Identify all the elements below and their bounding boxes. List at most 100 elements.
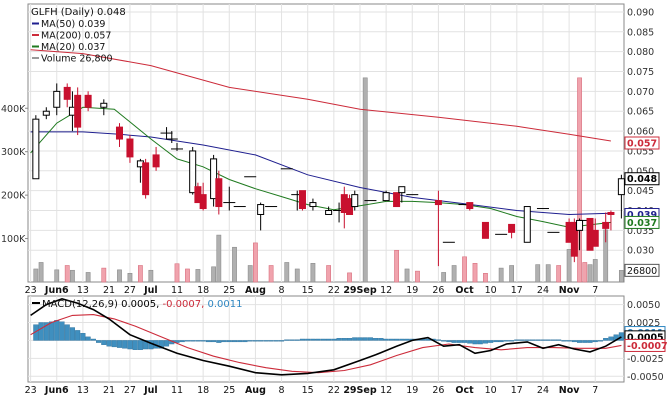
price-tick-label: 0.065 — [627, 107, 654, 118]
macd-x-tick-label: Oct — [455, 385, 474, 396]
volume-bar — [85, 272, 91, 283]
macd-histogram-bar — [116, 340, 123, 348]
volume-bar — [185, 268, 190, 283]
macd-histogram-bar — [111, 340, 117, 348]
macd-histogram-bar — [441, 340, 447, 342]
candle-body — [591, 229, 599, 247]
macd-histogram-bar — [472, 340, 478, 345]
volume-tick-label: 200K — [1, 191, 26, 202]
volume-value-tag — [624, 263, 660, 277]
macd-histogram-bar — [524, 339, 530, 341]
macd-line — [30, 298, 622, 376]
macd-histogram-bar — [493, 340, 499, 343]
macd-histogram-bar — [211, 340, 217, 343]
volume-bar — [415, 270, 420, 283]
macd-x-tick-label: Jun6 — [44, 385, 69, 396]
macd-histogram-bar — [195, 340, 201, 342]
macd-histogram-bar — [43, 322, 49, 341]
volume-bar — [117, 269, 122, 283]
volume-bar — [247, 265, 253, 283]
macd-histogram-bar — [247, 340, 253, 342]
macd-histogram-bar — [48, 321, 55, 341]
macd-histogram-bar — [310, 338, 316, 341]
macd-histogram-bar — [362, 337, 368, 341]
volume-bar — [54, 269, 60, 283]
macd-x-tick-label: 21 — [103, 385, 115, 396]
macd-histogram-bar — [289, 339, 295, 341]
candle-body — [126, 138, 134, 158]
macd-histogram-bar — [242, 340, 248, 343]
macd-histogram-bar — [566, 340, 572, 342]
price-value-tag — [624, 172, 660, 186]
volume-bar — [70, 269, 75, 283]
candle-body — [63, 86, 71, 100]
macd-histogram-bar — [64, 324, 70, 341]
macd-histogram-bar — [127, 340, 133, 350]
macd-legend-value: 0.0011 — [207, 299, 242, 310]
candle-body — [152, 154, 160, 168]
macd-histogram-bar — [174, 340, 180, 343]
volume-bar — [577, 77, 582, 283]
price-tick-label: 0.035 — [627, 226, 654, 237]
macd-x-tick-label: 15 — [302, 385, 314, 396]
candle-body — [602, 221, 610, 229]
macd-x-tick-label: 7 — [592, 385, 598, 396]
macd-histogram-bar — [96, 340, 102, 343]
volume-bar — [566, 249, 572, 283]
macd-x-tick-label: 10 — [485, 385, 497, 396]
candle-body — [215, 178, 223, 208]
macd-histogram-bar — [80, 333, 86, 341]
macd-histogram-bar — [556, 339, 562, 341]
macd-histogram-bar — [184, 340, 191, 342]
macd-x-tick-label: Aug — [245, 385, 266, 396]
candle-body — [398, 186, 406, 194]
volume-bar — [451, 265, 457, 283]
x-tick-label: 29Sep — [343, 285, 377, 296]
volume-tick-label: 300K — [1, 147, 26, 158]
volume-bar — [310, 263, 316, 283]
volume-tick-label: 400K — [1, 104, 26, 115]
x-tick-label: 13 — [77, 285, 89, 296]
candle-body — [115, 126, 123, 140]
price-panel-frame — [27, 3, 625, 283]
volume-bar — [483, 273, 488, 283]
macd-histogram-bar — [451, 340, 457, 343]
legend-label: MA(50) 0.039 — [41, 19, 105, 30]
macd-histogram-bar — [540, 339, 546, 341]
volume-bar — [472, 263, 478, 283]
macd-tick-label: -0.0025 — [627, 354, 664, 365]
volume-bar — [195, 269, 201, 283]
macd-x-tick-label: 23 — [25, 385, 37, 396]
price-tick-label: 0.080 — [627, 47, 654, 58]
price-tick-label: 0.070 — [627, 87, 654, 98]
price-tick-label: 0.085 — [627, 27, 654, 38]
price-tick-label: 0.055 — [627, 146, 654, 157]
macd-histogram-bar — [54, 320, 60, 341]
candle-body — [32, 118, 40, 180]
chart-title: GLFH (Daily) 0.048 — [31, 7, 126, 18]
price-tick-label: 0.030 — [627, 246, 654, 257]
macd-x-tick-label: 25 — [223, 385, 235, 396]
macd-histogram-bar — [461, 340, 468, 343]
macd-x-tick-label: Nov — [559, 385, 580, 396]
macd-x-tick-label: 22 — [328, 385, 340, 396]
macd-histogram-bar — [299, 338, 306, 341]
x-tick-label: 18 — [197, 285, 209, 296]
macd-histogram-bar — [179, 340, 185, 343]
candle-body — [523, 206, 531, 243]
macd-histogram-bar — [535, 339, 541, 341]
macd-histogram-bar — [237, 340, 243, 343]
volume-bar — [587, 264, 593, 283]
macd-x-tick-label: 29Sep — [343, 385, 377, 396]
x-tick-label: Aug — [245, 285, 266, 296]
candle-body — [393, 192, 401, 208]
candle-body — [351, 194, 359, 208]
macd-histogram-bar — [221, 340, 227, 343]
price-value-tag-label: 0.037 — [627, 218, 657, 229]
volume-bar — [294, 268, 300, 283]
macd-panel-frame — [27, 295, 625, 383]
macd-histogram-bar — [190, 340, 196, 342]
macd-histogram-bar — [545, 339, 551, 341]
macd-histogram-bar — [158, 340, 164, 349]
macd-histogram-bar — [137, 340, 143, 350]
